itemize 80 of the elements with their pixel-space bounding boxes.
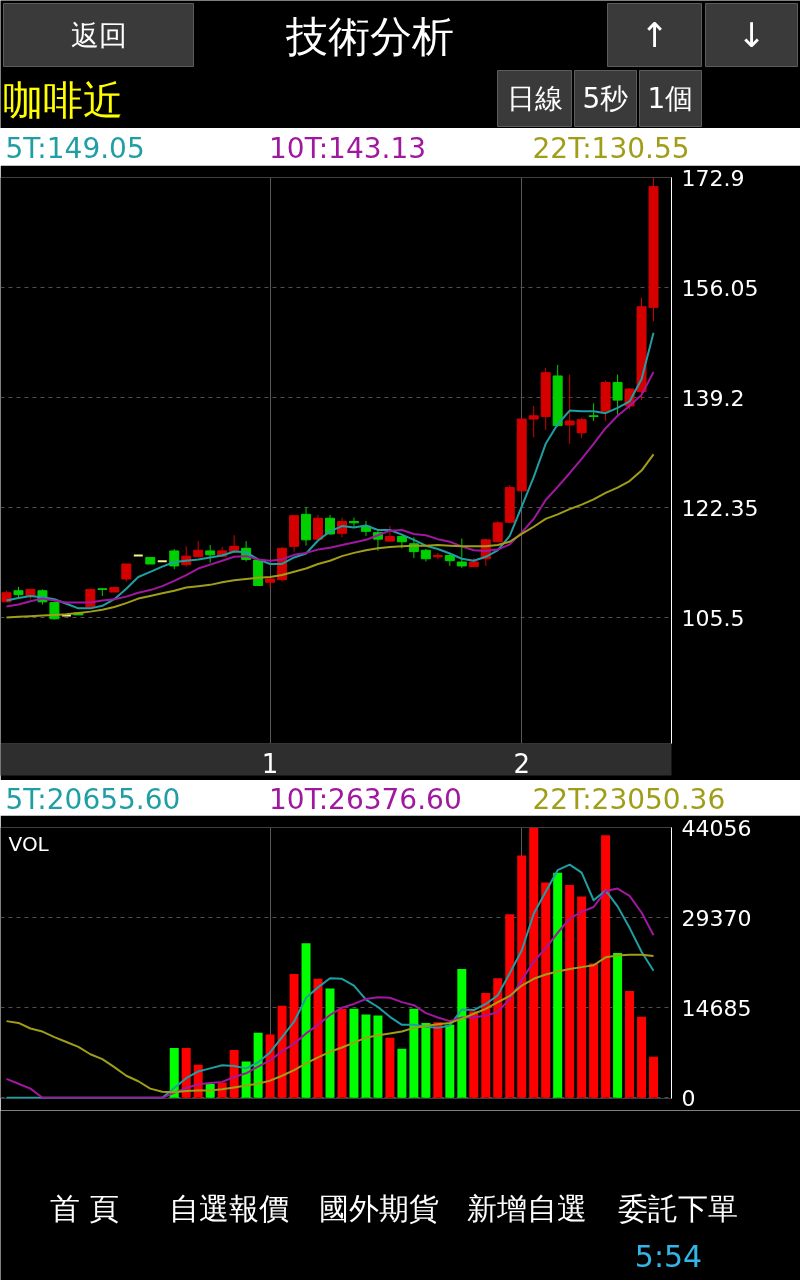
bar xyxy=(301,943,311,1098)
bar xyxy=(505,914,515,1098)
bar xyxy=(445,1024,455,1098)
bar xyxy=(409,1008,419,1098)
y-tick-label: 156.05 xyxy=(681,275,759,301)
candlestick xyxy=(265,578,276,589)
candlestick xyxy=(348,517,359,528)
text: 22T:130.55 xyxy=(532,131,690,165)
text: 5T:149.05 xyxy=(5,131,145,165)
bar xyxy=(637,1016,647,1098)
bar xyxy=(529,827,539,1098)
text: ↑ xyxy=(640,15,669,55)
bar xyxy=(613,953,623,1098)
bar xyxy=(325,988,335,1098)
chart-title: 技術分析 xyxy=(284,12,454,61)
text: 日線 xyxy=(506,82,563,115)
bar xyxy=(649,1056,659,1098)
candlestick xyxy=(156,560,168,563)
bar xyxy=(493,978,503,1098)
bar xyxy=(553,872,563,1098)
text: 10T:143.13 xyxy=(269,131,427,165)
line-series xyxy=(5,371,655,608)
bar xyxy=(385,1037,395,1098)
bar xyxy=(625,991,635,1098)
candlestick xyxy=(145,556,156,565)
bar xyxy=(289,973,299,1098)
text: 5:54 xyxy=(634,1239,703,1274)
candlestick xyxy=(109,586,120,593)
chart-subtitle: 咖啡近 xyxy=(2,76,123,123)
bar xyxy=(313,978,323,1098)
text: 1個 xyxy=(647,82,694,115)
text: 22T:23050.36 xyxy=(532,782,726,816)
bar xyxy=(457,968,467,1098)
bar xyxy=(277,1005,287,1098)
text: 5秒 xyxy=(582,82,629,115)
text: 新增自選 xyxy=(466,1191,587,1226)
candlestick xyxy=(456,538,467,569)
y-tick-label: 122.35 xyxy=(681,495,759,521)
bar xyxy=(421,1022,431,1098)
bar xyxy=(601,835,611,1098)
text: 首 頁 xyxy=(49,1191,120,1226)
y-axis-title: VOL xyxy=(8,831,50,856)
line-series xyxy=(5,331,655,610)
y-tick-label: 139.2 xyxy=(681,385,745,411)
text: 5T:20655.60 xyxy=(5,782,181,816)
y-tick-label: 44056 xyxy=(681,815,752,841)
candlestick xyxy=(132,554,144,557)
y-tick-label: 14685 xyxy=(681,995,752,1021)
candlestick xyxy=(313,514,324,540)
candlestick xyxy=(60,614,72,617)
x-tick-label: 1 xyxy=(261,748,279,779)
bar xyxy=(397,1048,407,1098)
text: 返回 xyxy=(70,18,127,52)
text: 國外期貨 xyxy=(318,1191,439,1226)
text: ↓ xyxy=(737,15,766,55)
bar xyxy=(517,855,527,1098)
bar xyxy=(577,896,587,1098)
bar xyxy=(589,963,599,1098)
bar xyxy=(433,1022,443,1098)
candlestick xyxy=(528,405,539,438)
y-tick-label: 0 xyxy=(681,1085,696,1111)
bar xyxy=(565,884,575,1098)
bar xyxy=(349,1008,359,1098)
bar xyxy=(541,882,551,1098)
text: 委託下單 xyxy=(617,1191,738,1226)
bar xyxy=(469,1011,479,1098)
line-series xyxy=(5,453,655,619)
y-tick-label: 105.5 xyxy=(681,605,745,631)
line-series xyxy=(5,953,655,1094)
bar xyxy=(481,992,491,1098)
y-tick-label: 29370 xyxy=(681,905,752,931)
x-tick-label: 2 xyxy=(513,748,530,779)
bar xyxy=(361,1014,371,1098)
bar xyxy=(253,1032,263,1098)
bar xyxy=(337,1008,347,1098)
text: 自選報價 xyxy=(168,1191,289,1226)
candlestick xyxy=(612,374,623,415)
y-tick-label: 172.9 xyxy=(681,165,745,191)
bar xyxy=(373,1015,383,1098)
text: 10T:26376.60 xyxy=(269,782,462,816)
